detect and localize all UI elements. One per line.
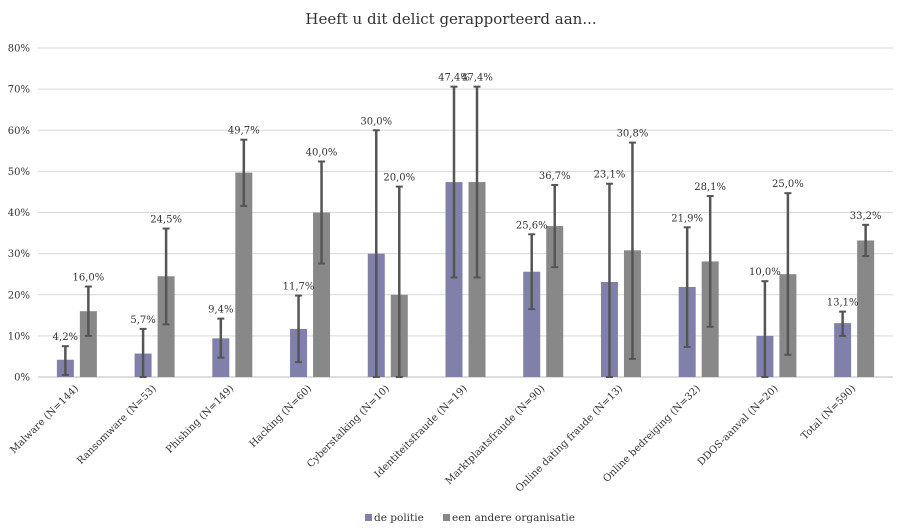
data-label: 11,7% xyxy=(283,282,315,293)
legend: de politie een andere organisatie xyxy=(365,512,575,524)
data-labels: 4,2% 16,0% 5,7% 24,5% 9,4% 49,7% 11,7% 40,0% 30,… xyxy=(53,73,882,343)
bar-andere-organisatie xyxy=(79,311,97,377)
data-label: 49,7% xyxy=(228,126,260,137)
data-label: 47,4% xyxy=(438,73,470,84)
chart-title: Heeft u dit delict gerapporteerd aan... xyxy=(305,10,596,28)
data-label: 30,8% xyxy=(617,129,649,140)
bar-andere-organisatie xyxy=(546,226,564,377)
bar-de-politie xyxy=(445,182,463,377)
data-label: 47,4% xyxy=(461,73,493,84)
data-label: 30,0% xyxy=(360,116,392,127)
data-label: 21,9% xyxy=(671,213,703,224)
data-label: 13,1% xyxy=(827,298,859,309)
data-label: 40,0% xyxy=(306,148,338,159)
bar-andere-organisatie xyxy=(857,240,875,377)
legend-label: de politie xyxy=(374,512,424,524)
y-tick-label: 20% xyxy=(8,290,30,301)
bar-de-politie xyxy=(834,323,852,377)
axes: 0% 10% 20% 30% 40% 50% 60% 70% 80% Malware (N=144… xyxy=(8,44,859,495)
x-category-label: Cyberstalking (N=10) xyxy=(305,383,392,470)
x-category-label: Total (N=590) xyxy=(799,383,858,442)
gridlines xyxy=(38,47,893,378)
y-tick-label: 70% xyxy=(8,85,30,96)
error-bars xyxy=(61,85,870,378)
y-tick-label: 30% xyxy=(8,249,30,260)
legend-swatch xyxy=(443,514,450,521)
data-label: 10,0% xyxy=(749,267,781,278)
data-label: 28,1% xyxy=(694,182,726,193)
data-label: 20,0% xyxy=(383,173,415,184)
x-category-label: Ransomware (N=53) xyxy=(75,383,158,466)
x-category-label: Phishing (N=149) xyxy=(164,383,236,455)
y-tick-label: 60% xyxy=(8,126,30,137)
y-tick-label: 10% xyxy=(8,331,30,342)
bar-andere-organisatie xyxy=(468,182,486,377)
data-label: 9,4% xyxy=(208,305,233,316)
legend-label: een andere organisatie xyxy=(452,512,575,524)
y-tick-label: 80% xyxy=(8,44,30,55)
data-label: 36,7% xyxy=(539,171,571,182)
data-label: 4,2% xyxy=(53,332,78,343)
data-label: 33,2% xyxy=(850,211,882,222)
bar-andere-organisatie xyxy=(235,172,253,377)
x-category-label: Malware (N=144) xyxy=(8,383,81,456)
y-tick-label: 40% xyxy=(8,208,30,219)
x-category-label: Hacking (N=60) xyxy=(248,383,315,450)
legend-swatch xyxy=(365,514,372,521)
data-label: 23,1% xyxy=(594,170,626,181)
data-label: 5,7% xyxy=(130,315,155,326)
x-category-label: DDOS-aanval (N=20) xyxy=(696,383,781,468)
y-tick-label: 50% xyxy=(8,167,30,178)
data-label: 24,5% xyxy=(150,215,182,226)
data-label: 16,0% xyxy=(72,273,104,284)
data-label: 25,6% xyxy=(516,220,548,231)
y-tick-label: 0% xyxy=(14,373,30,384)
bar-de-politie xyxy=(523,271,541,377)
bar-andere-organisatie xyxy=(313,212,331,377)
data-label: 25,0% xyxy=(772,179,804,190)
x-category-label: Identiteitsfraude (N=19) xyxy=(373,383,470,480)
bar-andere-organisatie xyxy=(157,276,175,377)
